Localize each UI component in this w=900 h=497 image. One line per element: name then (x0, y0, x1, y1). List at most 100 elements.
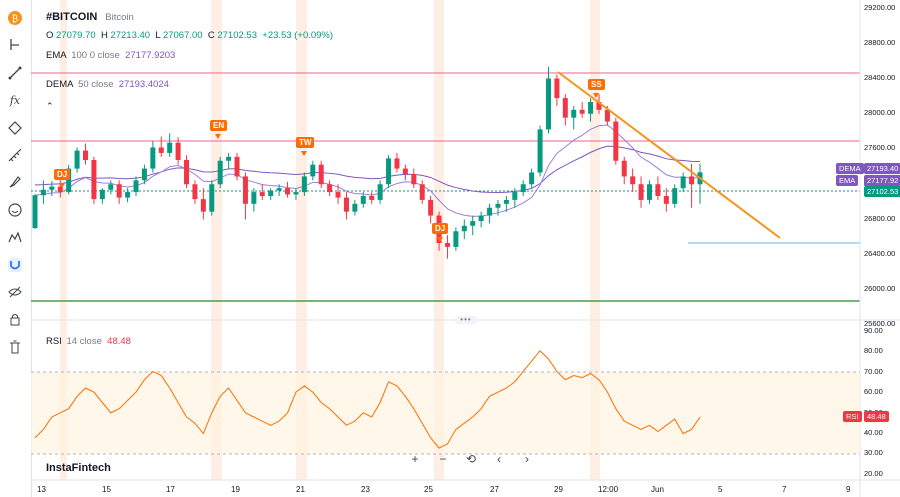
candle[interactable] (428, 196, 434, 224)
hide-icon[interactable] (5, 282, 25, 302)
candle[interactable] (175, 137, 181, 165)
candle[interactable] (386, 155, 392, 189)
pattern-icon[interactable] (5, 118, 25, 138)
dema-legend[interactable]: DEMA 50 close 27193.4024 (46, 79, 169, 90)
event-tag-tw[interactable]: TW (296, 137, 315, 148)
candle[interactable] (301, 172, 307, 197)
candle[interactable] (402, 164, 408, 181)
candle[interactable] (318, 160, 324, 189)
candle[interactable] (57, 179, 63, 198)
trend-line-icon[interactable] (5, 63, 25, 83)
collapse-legend-icon[interactable]: ⌃ (46, 101, 54, 111)
candle[interactable] (74, 147, 80, 173)
candle[interactable] (495, 199, 501, 216)
scroll-left-button[interactable]: ‹ (497, 452, 501, 466)
candle[interactable] (310, 160, 316, 181)
event-tag-dj-2[interactable]: DJ (432, 223, 449, 234)
candle[interactable] (377, 180, 383, 204)
candle[interactable] (200, 188, 206, 220)
cursor-icon[interactable] (5, 35, 25, 55)
trend-line[interactable] (557, 71, 781, 239)
candle[interactable] (630, 168, 636, 193)
scroll-right-button[interactable]: › (525, 452, 529, 466)
candle[interactable] (251, 188, 257, 212)
candle[interactable] (158, 136, 164, 157)
candle[interactable] (234, 152, 240, 181)
candle[interactable] (487, 203, 493, 224)
candle[interactable] (613, 117, 619, 165)
zoom-out-button[interactable]: − (439, 452, 447, 466)
magnet-icon[interactable] (5, 255, 25, 275)
reset-button[interactable]: ⟲ (465, 452, 477, 466)
candle[interactable] (116, 180, 122, 204)
candle[interactable] (217, 156, 223, 189)
candle[interactable] (596, 94, 602, 114)
candle[interactable] (453, 227, 459, 251)
candle[interactable] (49, 181, 55, 196)
candle[interactable] (419, 180, 425, 204)
candle[interactable] (141, 164, 147, 185)
rsi-line[interactable] (34, 349, 701, 449)
candle[interactable] (520, 180, 526, 196)
candle[interactable] (394, 152, 400, 173)
candle[interactable] (91, 156, 97, 204)
candle[interactable] (554, 74, 560, 106)
candle[interactable] (167, 133, 173, 157)
candle[interactable] (470, 215, 476, 236)
candle[interactable] (512, 188, 518, 208)
candle[interactable] (655, 176, 661, 200)
candle[interactable] (571, 105, 577, 130)
candle[interactable] (697, 163, 703, 204)
candle[interactable] (327, 180, 333, 196)
dema-line[interactable] (34, 124, 701, 217)
candle[interactable] (360, 192, 366, 208)
candle[interactable] (638, 176, 644, 208)
candle[interactable] (663, 188, 669, 212)
event-tag-en[interactable]: EN (210, 120, 228, 131)
candle[interactable] (83, 143, 89, 165)
candle[interactable] (343, 192, 349, 220)
candle[interactable] (411, 168, 417, 189)
candle[interactable] (444, 235, 450, 259)
candle[interactable] (192, 180, 198, 204)
candle[interactable] (680, 172, 686, 193)
candle[interactable] (150, 141, 156, 173)
candle[interactable] (133, 176, 139, 196)
candle[interactable] (108, 180, 114, 195)
candle[interactable] (369, 192, 375, 204)
trash-icon[interactable] (5, 337, 25, 357)
candle[interactable] (259, 184, 265, 200)
rsi-legend[interactable]: RSI 14 close 48.48 (46, 336, 131, 347)
ruler-icon[interactable] (5, 227, 25, 247)
emoji-icon[interactable] (5, 200, 25, 220)
zoom-in-button[interactable]: + (411, 452, 419, 466)
candle[interactable] (125, 188, 131, 203)
ema-legend[interactable]: EMA 100 0 close 27177.9203 (46, 50, 175, 61)
candle[interactable] (352, 199, 358, 216)
bitcoin-icon[interactable]: ₿ (5, 8, 25, 28)
candle[interactable] (184, 155, 190, 189)
event-tag-ss[interactable]: SS (588, 79, 605, 90)
candle[interactable] (268, 188, 274, 200)
candle[interactable] (672, 184, 678, 208)
candle[interactable] (293, 188, 299, 200)
brush-icon[interactable] (5, 172, 25, 192)
candle[interactable] (646, 180, 652, 204)
candle[interactable] (99, 188, 105, 204)
lock-icon[interactable] (5, 309, 25, 329)
candle[interactable] (545, 66, 551, 134)
candle[interactable] (335, 184, 341, 204)
candle[interactable] (588, 98, 594, 122)
measure-icon[interactable] (5, 145, 25, 165)
event-tag-dj[interactable]: DJ (54, 169, 71, 180)
candle[interactable] (32, 194, 38, 229)
candle[interactable] (621, 156, 627, 185)
candle[interactable] (461, 219, 467, 240)
candle[interactable] (503, 196, 509, 212)
candle[interactable] (537, 125, 543, 177)
candle[interactable] (276, 184, 282, 196)
candle[interactable] (579, 102, 585, 118)
pane-splitter[interactable]: ••• (455, 316, 477, 324)
candle[interactable] (40, 180, 46, 204)
